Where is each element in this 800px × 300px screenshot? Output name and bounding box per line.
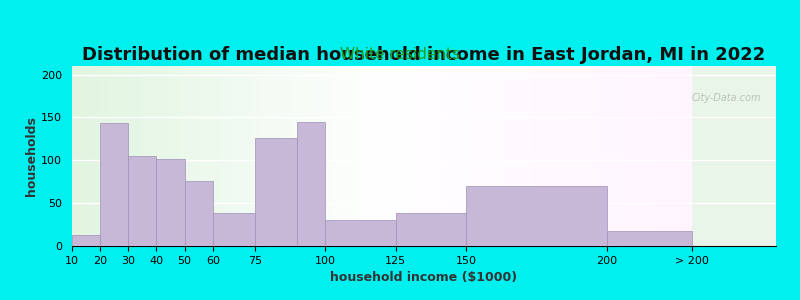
Bar (298, 122, 326, 246)
Bar (466, 186, 607, 246)
Bar (607, 231, 691, 246)
Bar (255, 138, 298, 246)
X-axis label: household income ($1000): household income ($1000) (330, 271, 518, 284)
Bar (128, 156, 157, 246)
Bar (100, 123, 128, 246)
Bar (326, 220, 396, 246)
Bar (72, 235, 100, 246)
Title: Distribution of median household income in East Jordan, MI in 2022: Distribution of median household income … (82, 46, 766, 64)
Bar (213, 213, 255, 246)
Bar (396, 213, 466, 246)
Bar (185, 181, 213, 246)
Text: City-Data.com: City-Data.com (691, 93, 761, 103)
Y-axis label: households: households (26, 116, 38, 196)
Bar (157, 159, 185, 246)
Text: White residents: White residents (340, 46, 460, 62)
